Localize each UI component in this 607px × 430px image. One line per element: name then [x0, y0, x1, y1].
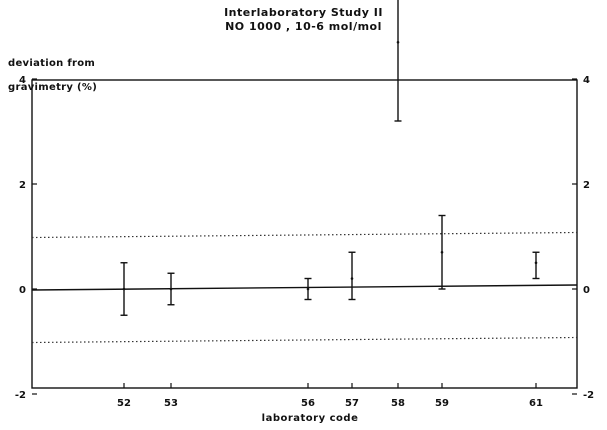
y-tick-label-right: 2: [583, 180, 590, 191]
x-tick-label: 59: [435, 398, 449, 409]
mean-point: [306, 287, 310, 291]
y-tick-label-left: 2: [19, 180, 26, 191]
x-tick-label: 58: [391, 398, 405, 409]
mean-point: [396, 40, 400, 44]
y-tick-label-left: 0: [19, 285, 26, 296]
mean-point: [534, 261, 538, 265]
y-axis-label: deviation from gravimetry (%): [8, 46, 97, 106]
error-bar-lab-56: [304, 277, 312, 301]
error-bar-lab-59: [438, 214, 446, 290]
x-tick-label: 53: [164, 398, 178, 409]
x-tick-label: 56: [301, 398, 315, 409]
error-bar-lab-61: [532, 251, 540, 280]
y-tick-label-left: 4: [19, 75, 26, 86]
mean-point: [350, 277, 354, 280]
error-bar-lab-53: [167, 272, 175, 306]
y-axis-label-line1: deviation from: [8, 58, 96, 69]
tolerance-line-lower: [31, 336, 578, 344]
x-axis-label: laboratory code: [261, 413, 359, 424]
error-bar-lab-52: [120, 262, 128, 316]
mean-point: [440, 250, 444, 254]
plot-frame: [31, 79, 578, 389]
error-bar-lab-58: [394, 0, 402, 122]
y-axis-label-line2: gravimetry (%): [8, 82, 98, 93]
chart-title-line1: Interlaboratory Study II: [224, 6, 383, 19]
y-tick-label-right: -2: [583, 390, 594, 401]
chart-title-line2: NO 1000 , 10-6 mol/mol: [225, 20, 382, 33]
x-tick-label: 52: [117, 398, 131, 409]
y-tick-label-left: -2: [15, 390, 26, 401]
tolerance-line-upper: [31, 231, 578, 239]
chart-title: Interlaboratory Study II NO 1000 , 10-6 …: [0, 6, 607, 34]
error-bar-lab-57: [348, 251, 356, 301]
reference-line-zero: [31, 284, 578, 291]
y-tick-label-right: 4: [583, 75, 590, 86]
mean-point: [169, 287, 173, 291]
y-tick-label-right: 0: [583, 285, 590, 296]
mean-point: [122, 287, 126, 291]
x-tick-label: 61: [529, 398, 543, 409]
x-tick-label: 57: [345, 398, 359, 409]
